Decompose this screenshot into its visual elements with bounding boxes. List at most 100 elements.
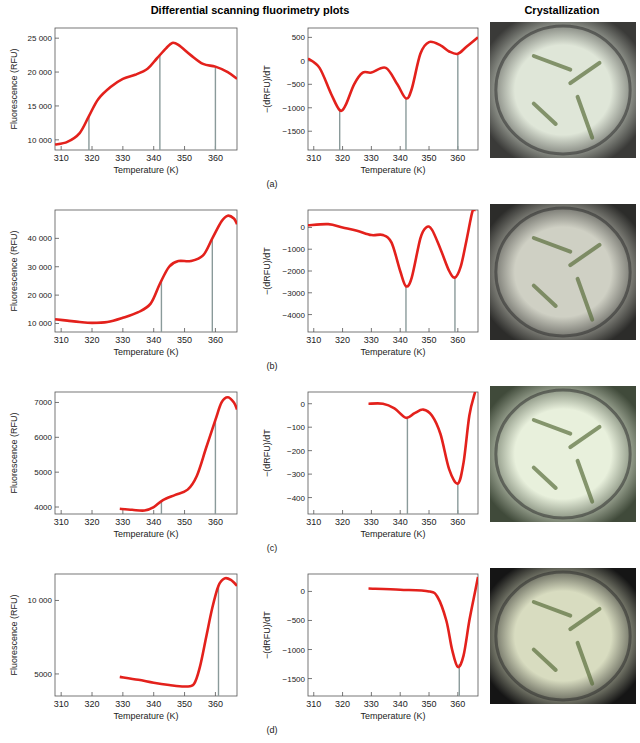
x-tick	[184, 692, 185, 696]
tm-line	[459, 664, 460, 696]
x-tick-label: 340	[146, 699, 161, 709]
data-group	[120, 397, 237, 514]
data-group	[55, 43, 237, 150]
y-tick	[55, 402, 59, 403]
y-tick	[55, 507, 59, 508]
y-tick-label: 10 000	[28, 319, 53, 328]
x-tick	[429, 328, 430, 332]
header: Differential scanning fluorimetry plots	[151, 4, 350, 16]
y-tick	[55, 238, 59, 239]
x-tick	[400, 510, 401, 514]
y-tick	[308, 107, 312, 108]
y-tick	[55, 472, 59, 473]
x-tick	[429, 146, 430, 150]
x-tick-label: 360	[208, 699, 223, 709]
y-tick	[308, 403, 312, 404]
crystal	[578, 461, 593, 502]
y-axis-label: −(dRFU)/dT	[262, 611, 272, 659]
x-tick	[153, 328, 154, 332]
y-tick-label: 7000	[34, 398, 52, 407]
y-tick-label: 20 000	[28, 291, 53, 300]
x-axis-label: Temperature (K)	[113, 529, 178, 539]
chart: 310320330340350360500010 000Temperature …	[9, 574, 237, 721]
line	[369, 577, 478, 667]
crystal	[578, 643, 593, 684]
y-tick-label: 0	[301, 587, 306, 596]
y-tick-label: −500	[287, 80, 306, 89]
crystal	[534, 468, 556, 488]
tm-line	[215, 67, 216, 150]
x-tick-label: 320	[335, 699, 350, 709]
y-tick	[55, 323, 59, 324]
x-tick-label: 350	[177, 699, 192, 709]
x-tick	[61, 146, 62, 150]
x-tick-label: 310	[306, 699, 321, 709]
x-tick-label: 330	[364, 699, 379, 709]
chart: 31032033034035036010 00020 00030 00040 0…	[9, 210, 237, 357]
y-tick-label: 5000	[34, 468, 52, 477]
x-tick-label: 350	[177, 517, 192, 527]
x-tick	[61, 510, 62, 514]
x-tick	[153, 510, 154, 514]
y-tick	[55, 673, 59, 674]
x-tick	[122, 328, 123, 332]
y-tick	[55, 105, 59, 106]
tm-line	[215, 420, 216, 514]
x-tick-label: 310	[54, 153, 69, 163]
x-tick	[61, 692, 62, 696]
x-tick-label: 350	[422, 335, 437, 345]
y-tick	[308, 497, 312, 498]
data-group	[369, 577, 478, 696]
x-tick-label: 340	[146, 335, 161, 345]
x-tick	[122, 510, 123, 514]
x-tick-label: 340	[146, 517, 161, 527]
crystal	[534, 56, 571, 70]
x-tick	[429, 510, 430, 514]
x-tick-label: 360	[208, 335, 223, 345]
x-tick	[371, 328, 372, 332]
x-tick	[122, 692, 123, 696]
plot-frame	[308, 210, 478, 332]
y-tick-label: −3000	[283, 289, 306, 298]
crystal	[578, 97, 593, 138]
y-tick-label: −400	[287, 494, 306, 503]
x-tick-label: 340	[393, 153, 408, 163]
x-tick	[184, 328, 185, 332]
y-tick-label: 0	[301, 57, 306, 66]
crystal	[534, 286, 556, 306]
crystal	[570, 245, 599, 265]
figure: Differential scanning fluorimetry plotsC…	[0, 0, 640, 743]
drop-edge	[496, 26, 630, 154]
y-tick	[308, 649, 312, 650]
y-tick-label: −200	[287, 447, 306, 456]
x-tick	[457, 328, 458, 332]
line	[55, 43, 237, 145]
y-tick-label: −4000	[283, 311, 306, 320]
drop-edge	[496, 208, 630, 336]
x-axis-label: Temperature (K)	[113, 347, 178, 357]
x-tick	[429, 692, 430, 696]
tm-line	[405, 98, 406, 150]
line	[120, 397, 237, 510]
tm-line	[159, 55, 160, 150]
x-tick-label: 330	[364, 335, 379, 345]
panel-label: (a)	[267, 179, 278, 189]
panel-label: (b)	[267, 361, 278, 371]
x-axis-label: Temperature (K)	[113, 711, 178, 721]
y-tick-label: −500	[287, 616, 306, 625]
y-tick	[308, 620, 312, 621]
y-tick	[308, 474, 312, 475]
crystal	[534, 650, 556, 670]
crystal	[534, 602, 571, 616]
chart: 310320330340350360−400−300−200−1000Tempe…	[262, 392, 478, 539]
tm-line	[457, 54, 458, 150]
x-tick	[342, 146, 343, 150]
y-tick-label: 25 000	[28, 34, 53, 43]
x-axis-label: Temperature (K)	[360, 529, 425, 539]
chart: 31032033034035036010 00015 00020 00025 0…	[9, 28, 237, 175]
x-tick-label: 360	[450, 153, 465, 163]
drop-edge	[496, 572, 630, 700]
y-tick	[308, 427, 312, 428]
x-tick	[313, 692, 314, 696]
x-tick-label: 350	[422, 699, 437, 709]
